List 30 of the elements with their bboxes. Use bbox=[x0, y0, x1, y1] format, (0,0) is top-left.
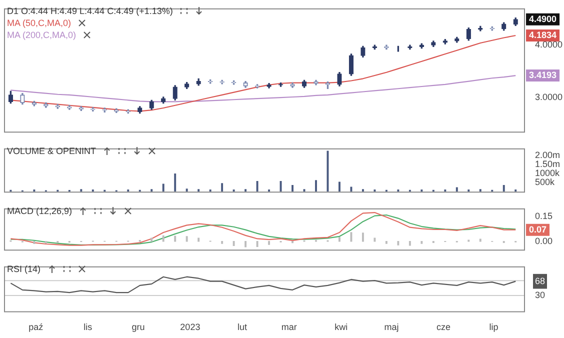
y-tick-label: 0.15 bbox=[535, 211, 553, 222]
chart-title: MACD (12,26,9) bbox=[7, 206, 72, 216]
x-tick-label: maj bbox=[384, 322, 399, 332]
annotation: 0.07 bbox=[529, 224, 547, 234]
text: MA (50,C,MA,0) bbox=[7, 18, 72, 28]
text: MA (200,C,MA,0) bbox=[7, 30, 76, 40]
y-tick-label: 1.50m bbox=[535, 159, 560, 170]
x-tick-label: gru bbox=[132, 322, 145, 332]
y-tick-label: 2.00m bbox=[535, 150, 560, 160]
x-tick-label: cze bbox=[436, 322, 450, 332]
annotation: 4.1834 bbox=[529, 30, 557, 40]
x-tick-label: 2023 bbox=[180, 322, 200, 332]
y-tick-label: 68 bbox=[535, 276, 546, 286]
y-tick-label: 3.0000 bbox=[535, 92, 563, 102]
chart-title: D1 O:4.44 H:4.49 L:4.44 C:4.49 (+1.13%) bbox=[7, 6, 173, 16]
x-tick-label: lut bbox=[237, 322, 248, 332]
x-tick-label: lis bbox=[84, 322, 93, 332]
y-tick-label: 4.0000 bbox=[535, 40, 563, 50]
annotation: 3.4193 bbox=[529, 70, 557, 80]
x-tick-label: lip bbox=[489, 322, 498, 332]
x-tick-label: paź bbox=[28, 322, 44, 332]
y-tick-label: 1000k bbox=[535, 168, 560, 178]
y-tick-label: 500k bbox=[535, 177, 556, 188]
y-tick-label: 30 bbox=[535, 290, 546, 300]
x-tick-label: mar bbox=[281, 322, 297, 332]
chart-title: VOLUME & OPENINT bbox=[7, 146, 96, 156]
x-tick-label: kwi bbox=[334, 322, 348, 332]
annotation: 4.4900 bbox=[529, 14, 557, 24]
y-tick-label: 0.00 bbox=[535, 236, 553, 246]
chart-title: RSI (14) bbox=[7, 264, 41, 274]
